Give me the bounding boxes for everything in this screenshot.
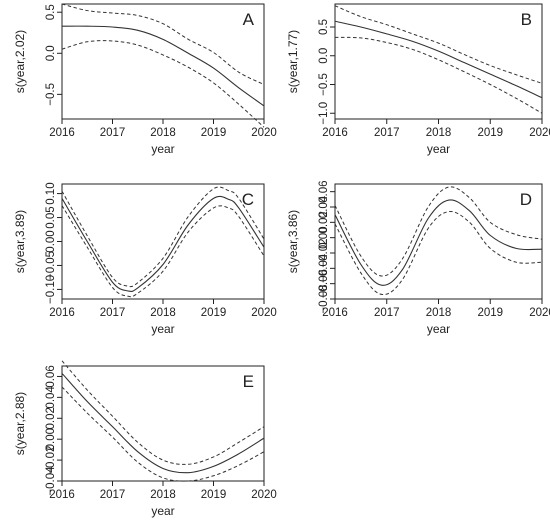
x-tick-label: 2016: [322, 127, 348, 139]
y-tick-label: 0.10: [45, 182, 57, 204]
x-tick-label: 2019: [201, 489, 227, 501]
smooth-estimate-line: [61, 25, 265, 107]
x-tick-label: 2016: [49, 489, 75, 501]
y-tick-label: −0.10: [45, 275, 57, 304]
plot-frame: [61, 365, 265, 482]
x-tick-label: 2020: [251, 307, 277, 319]
upper-ci-line: [334, 5, 543, 84]
panel-a: 2016 2017 2018 2019 2020 −0.5 0.0 0.5 year s(year…: [13, 3, 277, 156]
y-tick-label: −0.02: [318, 238, 330, 267]
x-tick-label: 2017: [100, 489, 126, 501]
y-tick-label: 0.06: [318, 180, 330, 202]
x-tick-label: 2020: [529, 307, 550, 319]
plot-frame: [61, 3, 265, 120]
y-tick-label: −0.04: [318, 253, 330, 283]
x-tick-label: 2017: [100, 127, 126, 139]
x-tick-label: 2020: [251, 489, 277, 501]
x-axis-title: year: [151, 322, 174, 336]
smooth-estimate-line: [61, 195, 265, 293]
y-tick-label: −0.06: [318, 269, 330, 298]
y-tick-label: −0.08: [318, 284, 330, 313]
panel-letter: E: [243, 372, 254, 391]
x-tick-label: 2016: [49, 307, 75, 319]
lower-ci-line: [61, 205, 265, 298]
y-axis-title: s(year,3.86): [286, 210, 300, 273]
panel-letter: D: [520, 190, 532, 209]
smooth-estimate-line: [61, 372, 265, 474]
y-tick-label: 0.00: [318, 226, 330, 248]
x-tick-label: 2018: [426, 127, 452, 139]
y-tick-label: 0.5: [45, 4, 57, 20]
x-tick-label: 2020: [251, 127, 277, 139]
x-axis-title: year: [427, 142, 450, 156]
panel-letter: B: [521, 10, 532, 29]
panel-e: 2016 2017 2018 2019 2020−0.04−0.020.000.020.…: [13, 360, 277, 518]
y-tick-label: 0.0: [318, 48, 330, 64]
y-tick-label: −0.02: [45, 446, 57, 475]
x-tick-label: 2017: [374, 307, 400, 319]
x-tick-label: 2019: [477, 307, 503, 319]
x-tick-label: 2018: [150, 489, 176, 501]
y-axis-title: s(year,3.89): [13, 210, 27, 273]
upper-ci-line: [61, 186, 265, 288]
y-axis-title: s(year,2.02): [13, 30, 27, 93]
y-tick-label: 0.5: [318, 19, 330, 35]
x-tick-label: 2019: [477, 127, 503, 139]
y-axis-title: s(year,1.77): [286, 30, 300, 93]
lower-ci-line: [334, 211, 543, 296]
plot-frame: [334, 183, 543, 300]
x-tick-label: 2018: [150, 127, 176, 139]
x-tick-label: 2016: [49, 127, 75, 139]
upper-ci-line: [61, 3, 265, 85]
y-tick-label: 0.00: [45, 428, 57, 450]
x-tick-label: 2019: [201, 307, 227, 319]
panel-b: 2016 2017 2018 2019 2020 −1.0 −0.5 0.0 0.5 year s(…: [286, 3, 550, 156]
smooth-estimate-line: [334, 20, 543, 99]
y-tick-label: −0.04: [45, 466, 57, 496]
lower-ci-line: [334, 36, 543, 114]
lower-ci-line: [61, 40, 265, 128]
x-axis-title: year: [151, 504, 174, 518]
panel-letter: A: [243, 10, 255, 29]
upper-ci-line: [61, 360, 265, 465]
x-tick-label: 2017: [100, 307, 126, 319]
x-tick-label: 2018: [426, 307, 452, 319]
y-tick-label: 0.02: [45, 407, 57, 429]
y-tick-label: −1.0: [318, 102, 330, 125]
y-tick-label: 0.02: [318, 211, 330, 233]
plot-frame: [334, 3, 543, 120]
y-axis-title: s(year,2.88): [13, 392, 27, 455]
y-tick-label: −0.5: [45, 83, 57, 106]
y-tick-label: −0.5: [318, 73, 330, 96]
y-tick-label: 0.00: [45, 230, 57, 252]
x-tick-label: 2017: [374, 127, 400, 139]
y-tick-label: −0.05: [45, 251, 57, 280]
y-tick-label: 0.04: [318, 195, 330, 218]
y-tick-label: 0.06: [45, 365, 57, 387]
panel-d: 2016 2017 2018 2019 2020 −0.08−0.06−0.04−0.02…: [286, 180, 550, 336]
panel-c: 2016 2017 2018 2019 2020 −0.10−0.050.00 0.05 0.…: [13, 182, 277, 336]
upper-ci-line: [334, 186, 543, 277]
y-tick-label: 0.04: [45, 386, 57, 409]
x-tick-label: 2020: [529, 127, 550, 139]
y-tick-label: 0.0: [45, 45, 57, 61]
x-axis-title: year: [151, 142, 174, 156]
x-tick-label: 2019: [201, 127, 227, 139]
x-tick-label: 2016: [322, 307, 348, 319]
lower-ci-line: [61, 386, 265, 482]
smooth-estimate-line: [334, 199, 543, 286]
x-axis-title: year: [427, 322, 450, 336]
panel-letter: C: [242, 190, 254, 209]
y-tick-label: 0.05: [45, 206, 57, 228]
x-tick-label: 2018: [150, 307, 176, 319]
